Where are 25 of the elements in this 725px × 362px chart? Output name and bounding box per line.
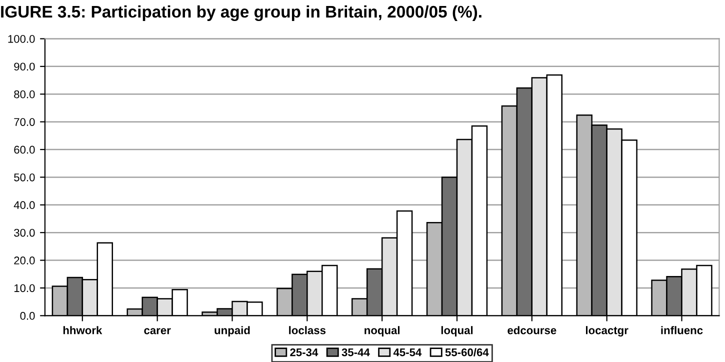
legend-label: 35-44 — [342, 348, 370, 356]
y-tick-label: 80.0 — [14, 90, 35, 98]
y-tick-label: 70.0 — [14, 118, 35, 126]
legend-label: 25-34 — [290, 348, 318, 356]
y-tick-label: 20.0 — [14, 256, 35, 264]
y-tick-label: 60.0 — [14, 146, 35, 154]
legend-label: 45-54 — [393, 348, 422, 356]
legend-label: 55-60/64 — [445, 348, 489, 356]
y-tick-label: 40.0 — [14, 201, 35, 210]
x-tick-label: hhwork — [63, 326, 102, 334]
x-tick-label: noqual — [364, 326, 400, 336]
y-tick-label: 0.0 — [20, 312, 35, 320]
x-tick-label: locactgr — [586, 326, 628, 336]
x-tick-label: influenc — [661, 326, 703, 334]
x-tick-label: edcourse — [508, 326, 556, 334]
chart-title: IGURE 3.5: Participation by age group in Britain, 2000/05 (%). — [1, 5, 482, 22]
y-tick-label: 50.0 — [14, 173, 35, 182]
x-tick-label: unpaid — [214, 326, 250, 336]
y-tick-label: 30.0 — [14, 228, 35, 237]
y-tick-label: 90.0 — [14, 62, 35, 71]
x-tick-label: carer — [144, 328, 171, 334]
x-tick-label: loclass — [289, 326, 326, 334]
y-tick-label: 100.0 — [8, 35, 35, 43]
y-tick-label: 10.0 — [14, 284, 35, 292]
x-tick-label: loqual — [441, 326, 473, 336]
